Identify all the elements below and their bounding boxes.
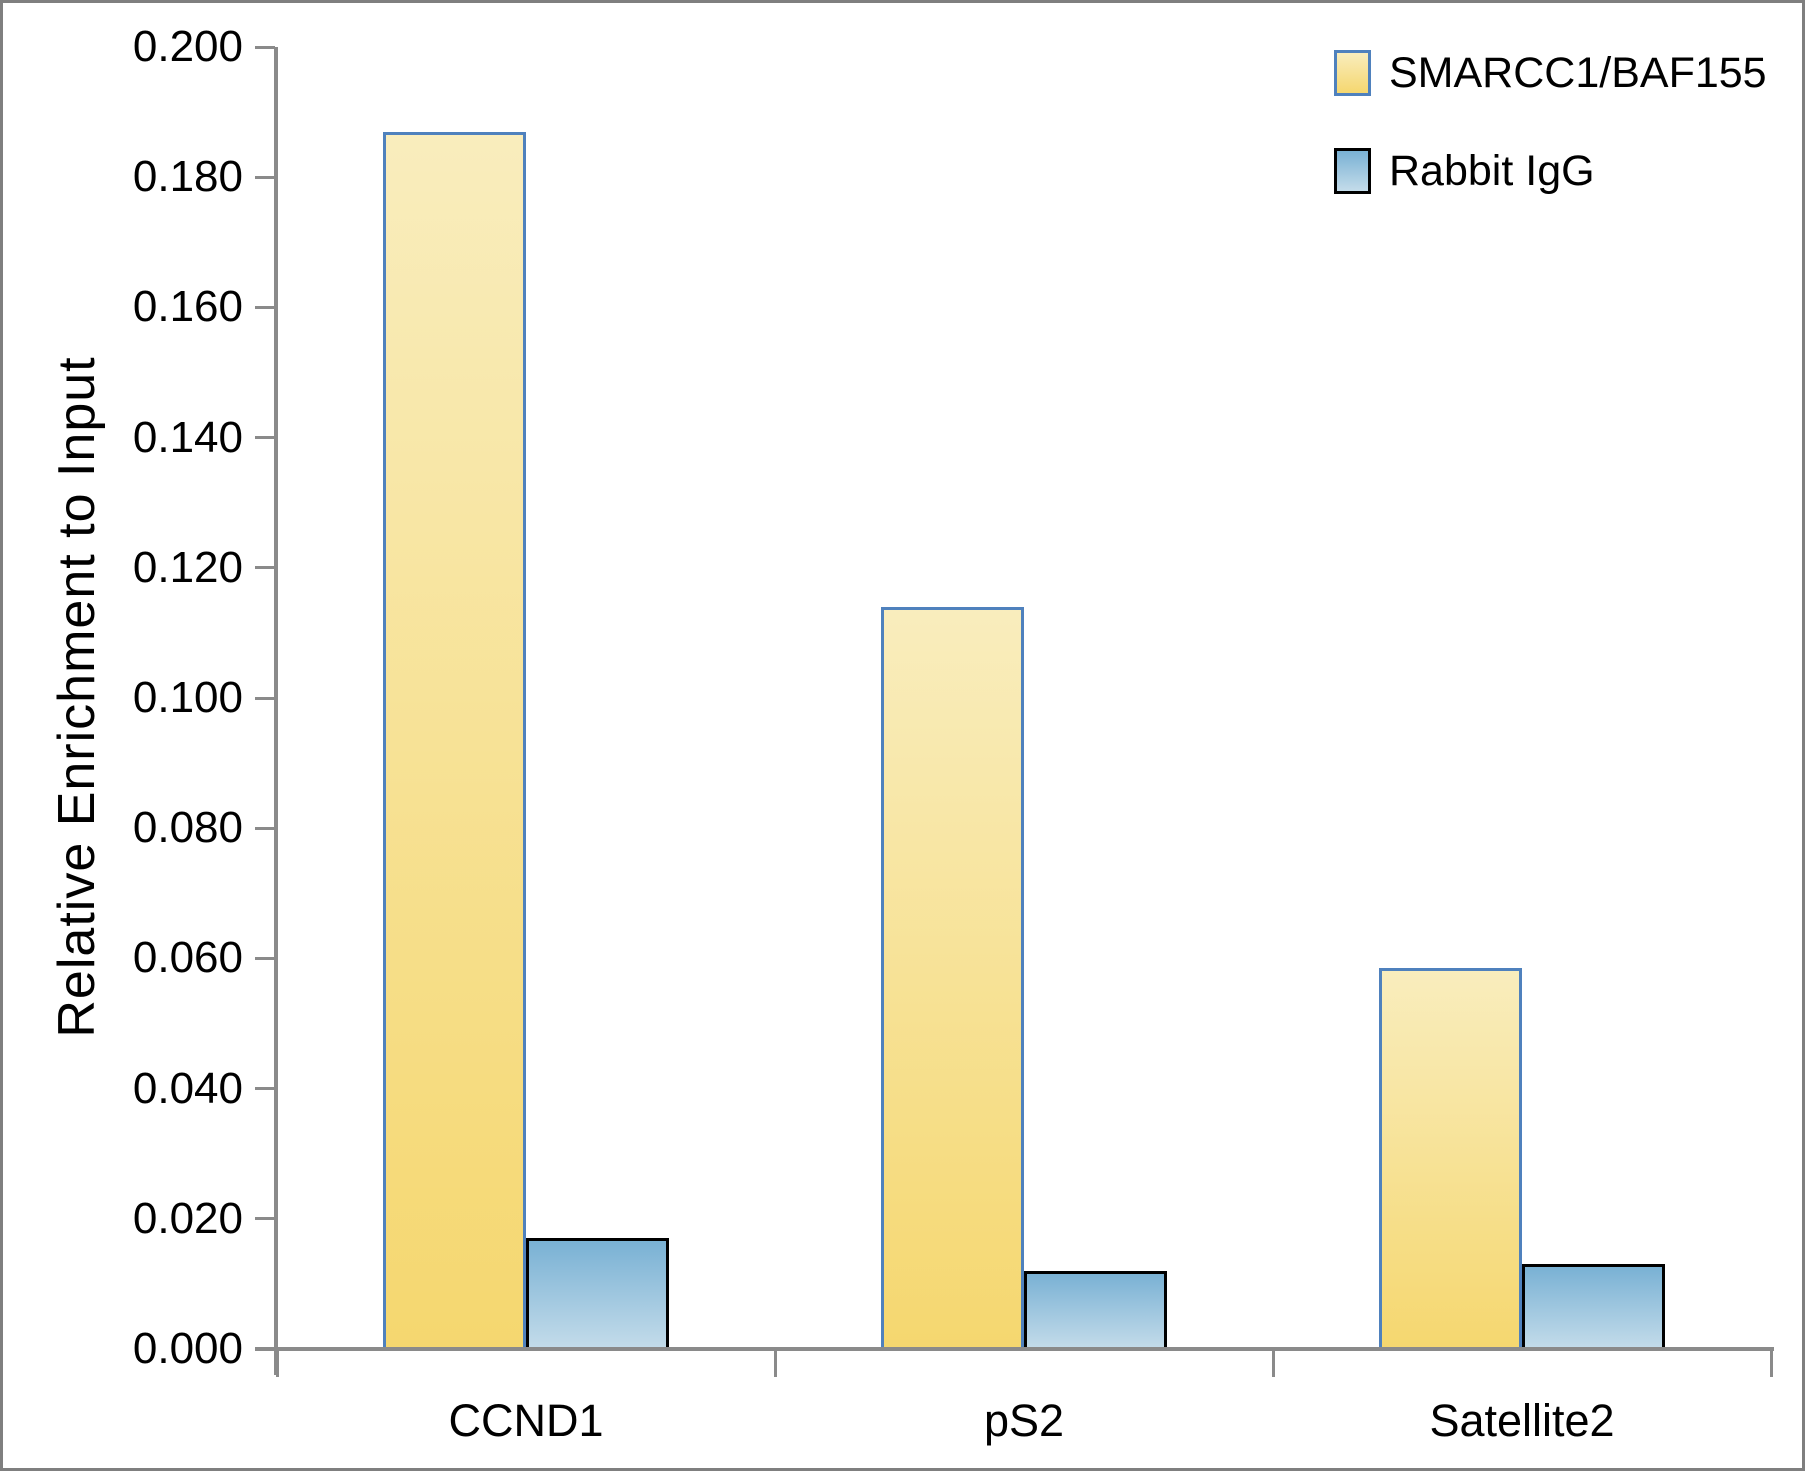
y-tick-label: 0.140 <box>132 412 243 462</box>
y-tick-label: 0.000 <box>132 1324 243 1373</box>
y-tick-mark <box>255 175 275 179</box>
y-tick-label: 0.020 <box>132 1193 243 1243</box>
y-axis-line <box>274 47 278 1375</box>
legend-label-smarcc1-baf155: SMARCC1/BAF155 <box>1389 48 1767 97</box>
y-tick-mark <box>255 1087 275 1091</box>
category-label-ps2: pS2 <box>983 1395 1065 1446</box>
y-tick-label: 0.060 <box>132 933 243 983</box>
y-tick-label: 0.080 <box>132 803 243 853</box>
legend: SMARCC1/BAF155 Rabbit IgG <box>1334 47 1767 197</box>
y-tick-label: 0.120 <box>132 542 243 592</box>
y-tick-label: 0.160 <box>132 282 243 332</box>
y-tick-mark <box>255 436 275 440</box>
y-tick-label: 0.200 <box>132 22 243 71</box>
bar-smarcc1-baf155-ccnd1 <box>383 131 526 1349</box>
bar-rabbit-igg-ps2 <box>1024 1270 1167 1349</box>
x-tick-mark <box>773 1349 777 1377</box>
y-tick-mark <box>255 956 275 960</box>
x-tick-mark <box>1769 1349 1773 1377</box>
legend-item-smarcc1-baf155: SMARCC1/BAF155 <box>1334 47 1767 99</box>
y-tick-label: 0.040 <box>132 1063 243 1113</box>
y-tick-label: 0.100 <box>132 673 243 722</box>
legend-swatch-rabbit-igg <box>1334 148 1371 194</box>
y-tick-mark <box>255 566 275 570</box>
category-label-ccnd1: CCND1 <box>448 1395 604 1446</box>
bar-smarcc1-baf155-ps2 <box>881 606 1024 1349</box>
y-tick-mark <box>255 696 275 700</box>
x-tick-mark <box>1271 1349 1275 1377</box>
y-tick-mark <box>255 826 275 830</box>
category-label-satellite2: Satellite2 <box>1429 1395 1615 1446</box>
legend-label-rabbit-igg: Rabbit IgG <box>1389 146 1595 195</box>
legend-swatch-smarcc1-baf155 <box>1334 50 1371 96</box>
y-tick-mark <box>255 45 275 49</box>
bar-rabbit-igg-ccnd1 <box>526 1238 669 1349</box>
y-tick-mark <box>255 1217 275 1221</box>
x-axis-line <box>255 1347 1774 1351</box>
bar-smarcc1-baf155-satellite2 <box>1379 968 1522 1349</box>
x-tick-mark <box>275 1349 279 1377</box>
bar-rabbit-igg-satellite2 <box>1522 1264 1665 1349</box>
y-tick-label: 0.180 <box>132 152 243 202</box>
y-tick-mark <box>255 305 275 309</box>
legend-item-rabbit-igg: Rabbit IgG <box>1334 145 1767 197</box>
